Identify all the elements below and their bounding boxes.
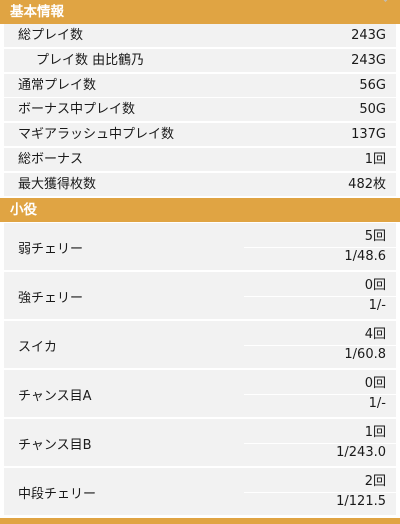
yaku-probability: 1/243.0	[336, 444, 386, 460]
yaku-count: 4回	[364, 326, 386, 342]
yaku-count: 5回	[364, 228, 386, 244]
divider	[244, 393, 396, 395]
row-value: 482枚	[348, 176, 386, 192]
yaku-probability: 1/60.8	[344, 346, 386, 362]
koyaku-title: 小役	[10, 201, 37, 218]
normal-plays-row: 通常プレイ数 56G	[4, 73, 396, 97]
row-value: 137G	[351, 127, 386, 143]
row-label: 総ボーナス	[18, 151, 84, 167]
row-label: マギアラッシュ中プレイ数	[18, 127, 175, 143]
divider	[244, 246, 396, 248]
row-value: 243G	[351, 28, 386, 43]
yaku-name: 強チェリー	[18, 290, 84, 306]
divider	[244, 295, 396, 297]
row-value: 243G	[351, 52, 386, 68]
basic-info-header: 基本情報	[0, 0, 400, 24]
yaku-item: 弱チェリー 5回 1/48.6	[4, 222, 396, 270]
divider	[244, 344, 396, 346]
yaku-item: スイカ 4回 1/60.8	[4, 320, 396, 368]
row-label: 通常プレイ数	[18, 77, 97, 93]
chevron-down-icon[interactable]	[379, 0, 392, 2]
yaku-name: チャンス目B	[18, 437, 92, 453]
yaku-item: チャンス目B 1回 1/243.0	[4, 418, 396, 466]
yaku-name: チャンス目A	[18, 388, 92, 404]
yaku-count: 0回	[364, 375, 386, 391]
row-label: プレイ数 由比鶴乃	[36, 52, 145, 68]
divider	[244, 491, 396, 493]
bonus-plays-row: ボーナス中プレイ数 50G	[4, 98, 396, 122]
row-label: 最大獲得枚数	[18, 176, 97, 192]
row-label: ボーナス中プレイ数	[18, 102, 136, 118]
yaku-count: 0回	[364, 277, 386, 293]
yaku-name: 中段チェリー	[18, 486, 97, 502]
koyaku-header: 小役	[0, 197, 400, 222]
yaku-probability: 1/121.5	[336, 493, 386, 509]
yaku-probability: 1/-	[368, 395, 386, 411]
divider	[244, 442, 396, 444]
basic-info-title: 基本情報	[10, 4, 64, 20]
max-coins-row: 最大獲得枚数 482枚	[4, 172, 396, 196]
total-plays-row: 総プレイ数 243G	[4, 24, 396, 47]
magia-rush-plays-row: マギアラッシュ中プレイ数 137G	[4, 123, 396, 147]
yaku-count: 1回	[364, 424, 386, 440]
plays-character-row: プレイ数 由比鶴乃 243G	[4, 48, 396, 72]
row-value: 1回	[364, 151, 386, 167]
yaku-count: 2回	[364, 473, 386, 489]
footer-accent-bar	[0, 518, 400, 524]
yaku-probability: 1/48.6	[344, 248, 386, 264]
yaku-probability: 1/-	[368, 297, 386, 313]
row-value: 56G	[359, 77, 386, 93]
yaku-item: 中段チェリー 2回 1/121.5	[4, 467, 396, 515]
yaku-name: 弱チェリー	[18, 241, 84, 257]
total-bonus-row: 総ボーナス 1回	[4, 147, 396, 171]
yaku-item: チャンス目A 0回 1/-	[4, 369, 396, 417]
yaku-item: 強チェリー 0回 1/-	[4, 271, 396, 319]
yaku-name: スイカ	[18, 339, 58, 355]
row-label: 総プレイ数	[18, 28, 84, 43]
row-value: 50G	[359, 102, 386, 118]
